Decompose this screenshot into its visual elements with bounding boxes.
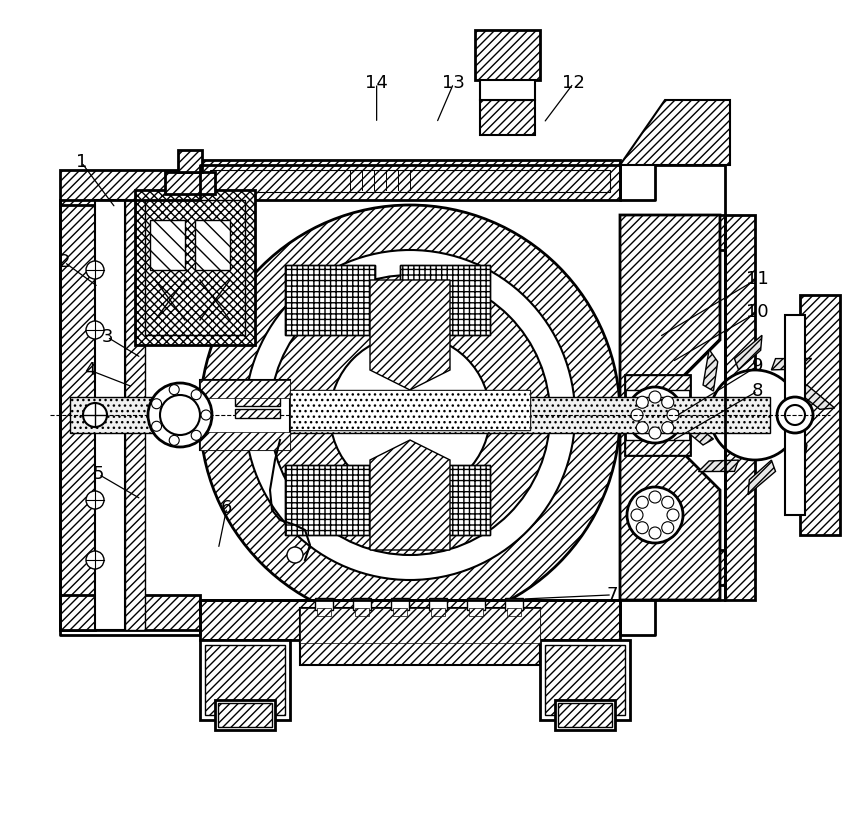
Circle shape <box>662 522 674 533</box>
Circle shape <box>785 405 805 425</box>
Circle shape <box>636 396 648 409</box>
Circle shape <box>636 522 648 533</box>
FancyBboxPatch shape <box>200 432 290 450</box>
Circle shape <box>201 410 211 420</box>
FancyBboxPatch shape <box>545 645 625 715</box>
FancyBboxPatch shape <box>480 80 535 100</box>
Text: 3: 3 <box>101 328 113 346</box>
Polygon shape <box>370 440 450 550</box>
Polygon shape <box>748 460 776 495</box>
Polygon shape <box>620 100 730 165</box>
FancyBboxPatch shape <box>800 295 840 535</box>
FancyBboxPatch shape <box>620 550 725 585</box>
FancyBboxPatch shape <box>235 385 280 394</box>
Polygon shape <box>620 430 720 600</box>
Circle shape <box>287 547 303 563</box>
FancyBboxPatch shape <box>200 160 620 200</box>
Polygon shape <box>793 439 807 481</box>
Text: 2: 2 <box>58 253 70 271</box>
FancyBboxPatch shape <box>300 640 540 665</box>
Circle shape <box>662 496 674 508</box>
FancyBboxPatch shape <box>60 595 200 630</box>
FancyBboxPatch shape <box>507 608 521 616</box>
FancyBboxPatch shape <box>195 220 230 270</box>
FancyBboxPatch shape <box>558 703 612 727</box>
FancyBboxPatch shape <box>95 200 125 630</box>
FancyBboxPatch shape <box>200 380 290 398</box>
FancyBboxPatch shape <box>125 200 145 630</box>
FancyBboxPatch shape <box>290 390 530 430</box>
Polygon shape <box>797 385 835 409</box>
FancyBboxPatch shape <box>353 598 371 610</box>
FancyBboxPatch shape <box>469 608 483 616</box>
Circle shape <box>649 427 661 439</box>
Circle shape <box>710 370 800 460</box>
Polygon shape <box>703 349 717 391</box>
FancyBboxPatch shape <box>393 608 407 616</box>
Circle shape <box>270 275 550 555</box>
FancyBboxPatch shape <box>625 375 690 455</box>
Circle shape <box>627 487 683 543</box>
Polygon shape <box>734 335 762 370</box>
Circle shape <box>86 551 104 569</box>
FancyBboxPatch shape <box>785 315 805 515</box>
FancyBboxPatch shape <box>480 100 535 135</box>
Circle shape <box>636 496 648 508</box>
FancyBboxPatch shape <box>60 170 200 205</box>
Circle shape <box>86 261 104 279</box>
FancyBboxPatch shape <box>400 265 490 335</box>
Polygon shape <box>370 280 450 390</box>
FancyBboxPatch shape <box>200 380 290 450</box>
Text: 11: 11 <box>746 270 769 288</box>
FancyBboxPatch shape <box>60 200 95 630</box>
FancyBboxPatch shape <box>205 645 285 715</box>
Circle shape <box>191 389 201 399</box>
Text: 1: 1 <box>75 153 87 171</box>
Text: 6: 6 <box>221 498 233 517</box>
Circle shape <box>636 422 648 433</box>
Circle shape <box>83 403 107 427</box>
Circle shape <box>330 335 490 495</box>
FancyBboxPatch shape <box>165 172 215 194</box>
FancyBboxPatch shape <box>317 608 331 616</box>
FancyBboxPatch shape <box>300 608 540 643</box>
FancyBboxPatch shape <box>178 150 202 172</box>
FancyBboxPatch shape <box>200 640 290 720</box>
FancyBboxPatch shape <box>70 397 770 433</box>
Circle shape <box>160 395 200 435</box>
FancyBboxPatch shape <box>540 640 630 720</box>
FancyBboxPatch shape <box>235 397 280 406</box>
FancyBboxPatch shape <box>429 598 447 610</box>
Circle shape <box>200 205 620 625</box>
FancyBboxPatch shape <box>135 190 255 345</box>
FancyBboxPatch shape <box>625 440 690 455</box>
FancyBboxPatch shape <box>620 215 725 250</box>
Text: 12: 12 <box>562 74 585 92</box>
FancyBboxPatch shape <box>725 215 755 600</box>
Text: 7: 7 <box>606 586 618 604</box>
Circle shape <box>649 391 661 403</box>
Text: 9: 9 <box>752 357 764 375</box>
Circle shape <box>777 397 813 433</box>
Polygon shape <box>771 359 811 370</box>
Circle shape <box>649 491 661 503</box>
FancyBboxPatch shape <box>285 265 375 335</box>
FancyBboxPatch shape <box>285 465 375 535</box>
FancyBboxPatch shape <box>235 409 280 418</box>
FancyBboxPatch shape <box>355 608 369 616</box>
Circle shape <box>152 399 162 409</box>
Text: 14: 14 <box>366 74 388 92</box>
Text: 5: 5 <box>92 465 104 483</box>
Polygon shape <box>698 460 739 472</box>
FancyBboxPatch shape <box>218 703 272 727</box>
FancyBboxPatch shape <box>555 700 615 730</box>
Circle shape <box>191 430 201 440</box>
Circle shape <box>245 250 575 580</box>
FancyBboxPatch shape <box>315 598 333 610</box>
FancyBboxPatch shape <box>215 700 275 730</box>
Text: 13: 13 <box>443 74 465 92</box>
Text: 10: 10 <box>746 303 769 321</box>
Circle shape <box>649 527 661 539</box>
FancyBboxPatch shape <box>505 598 523 610</box>
